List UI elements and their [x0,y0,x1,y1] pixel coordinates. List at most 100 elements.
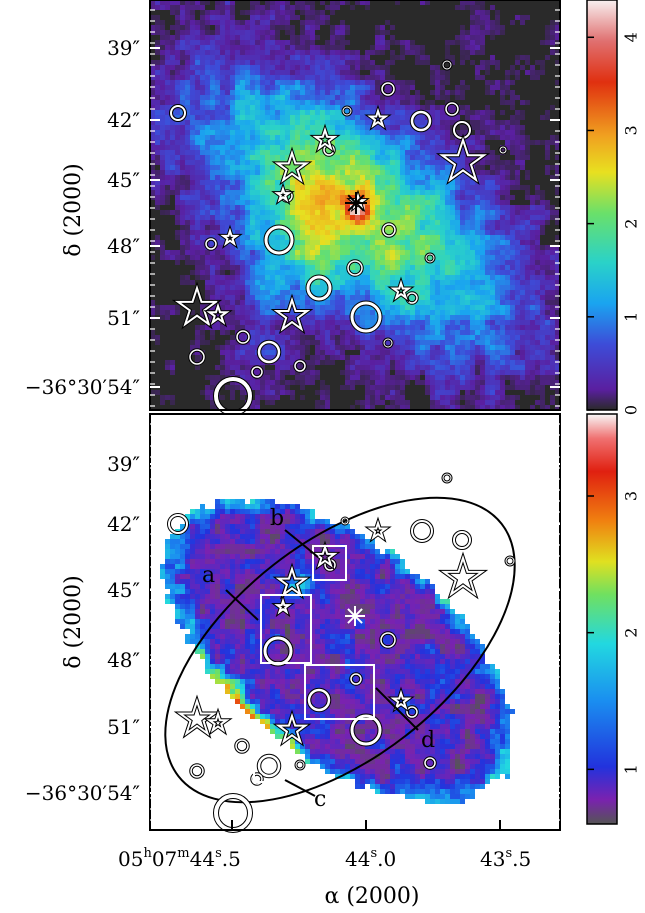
top-map-cell [335,275,340,280]
top-map-cell [360,110,365,115]
top-map-cell [485,215,490,220]
top-map-cell [295,15,300,20]
top-map-cell [150,105,155,110]
top-map-cell [350,90,355,95]
top-map-cell [515,130,520,135]
top-map-cell [275,230,280,235]
top-map-cell [460,155,465,160]
top-map-cell [240,285,245,290]
top-map-cell [220,145,225,150]
top-map-cell [530,265,535,270]
top-map-cell [430,295,435,300]
top-map-cell [400,130,405,135]
top-map-cell [160,25,165,30]
top-map-cell [375,90,380,95]
top-map-cell [235,125,240,130]
top-map-cell [205,20,210,25]
top-map-cell [200,40,205,45]
top-map-cell [500,90,505,95]
top-map-cell [175,140,180,145]
top-map-cell [230,105,235,110]
top-map-cell [195,30,200,35]
top-map-cell [550,295,555,300]
top-map-cell [360,290,365,295]
top-map-cell [450,120,455,125]
top-map-cell [395,250,400,255]
top-map-cell [415,275,420,280]
top-map-cell [490,320,495,325]
top-map-cell [320,180,325,185]
top-map-cell [395,345,400,350]
top-map-cell [185,105,190,110]
top-map-cell [395,80,400,85]
top-map-cell [485,200,490,205]
top-map-cell [305,70,310,75]
top-map-cell [555,210,560,215]
top-map-cell [155,185,160,190]
top-map-cell [475,135,480,140]
top-map-cell [510,135,515,140]
top-map-cell [265,120,270,125]
top-map-cell [290,180,295,185]
top-map-cell [450,245,455,250]
top-map-cell [320,0,325,5]
top-map-cell [540,270,545,275]
top-map-cell [365,275,370,280]
top-map-cell [355,180,360,185]
top-map-cell [380,310,385,315]
top-map-cell [535,250,540,255]
top-map-cell [335,285,340,290]
top-map-cell [280,205,285,210]
top-map-cell [500,260,505,265]
top-map-cell [155,190,160,195]
top-map-cell [475,230,480,235]
top-map-cell [190,345,195,350]
top-map-cell [280,55,285,60]
top-map-cell [355,145,360,150]
top-map-cell [260,210,265,215]
top-map-cell [220,270,225,275]
top-map-cell [305,115,310,120]
top-map-cell [225,180,230,185]
top-map-cell [285,180,290,185]
top-map-cell [245,30,250,35]
top-map-cell [420,205,425,210]
top-map-cell [165,315,170,320]
top-map-cell [540,205,545,210]
top-map-cell [410,265,415,270]
top-map-cell [355,135,360,140]
top-map-cell [330,240,335,245]
top-map-cell [490,90,495,95]
top-map-cell [385,180,390,185]
top-map-cell [255,220,260,225]
top-map-cell [480,265,485,270]
top-map-cell [400,245,405,250]
top-map-cell [215,90,220,95]
top-map-cell [470,10,475,15]
top-map-cell [435,220,440,225]
top-map-cell [320,260,325,265]
top-map-cell [480,200,485,205]
top-map-cell [330,230,335,235]
top-map-cell [420,315,425,320]
top-map-cell [285,30,290,35]
top-map-cell [525,205,530,210]
top-map-cell [265,10,270,15]
top-map-cell [490,5,495,10]
top-map-cell [525,330,530,335]
top-map-cell [345,290,350,295]
top-map-cell [515,300,520,305]
top-map-cell [255,35,260,40]
top-map-cell [205,225,210,230]
top-map-cell [200,225,205,230]
top-map-cell [490,190,495,195]
top-map-cell [240,180,245,185]
top-map-cell [240,200,245,205]
top-map-cell [275,240,280,245]
top-map-cell [220,15,225,20]
top-map-cell [325,65,330,70]
top-map-cell [310,100,315,105]
top-map-cell [235,240,240,245]
top-map-cell [160,55,165,60]
top-map-cell [285,130,290,135]
